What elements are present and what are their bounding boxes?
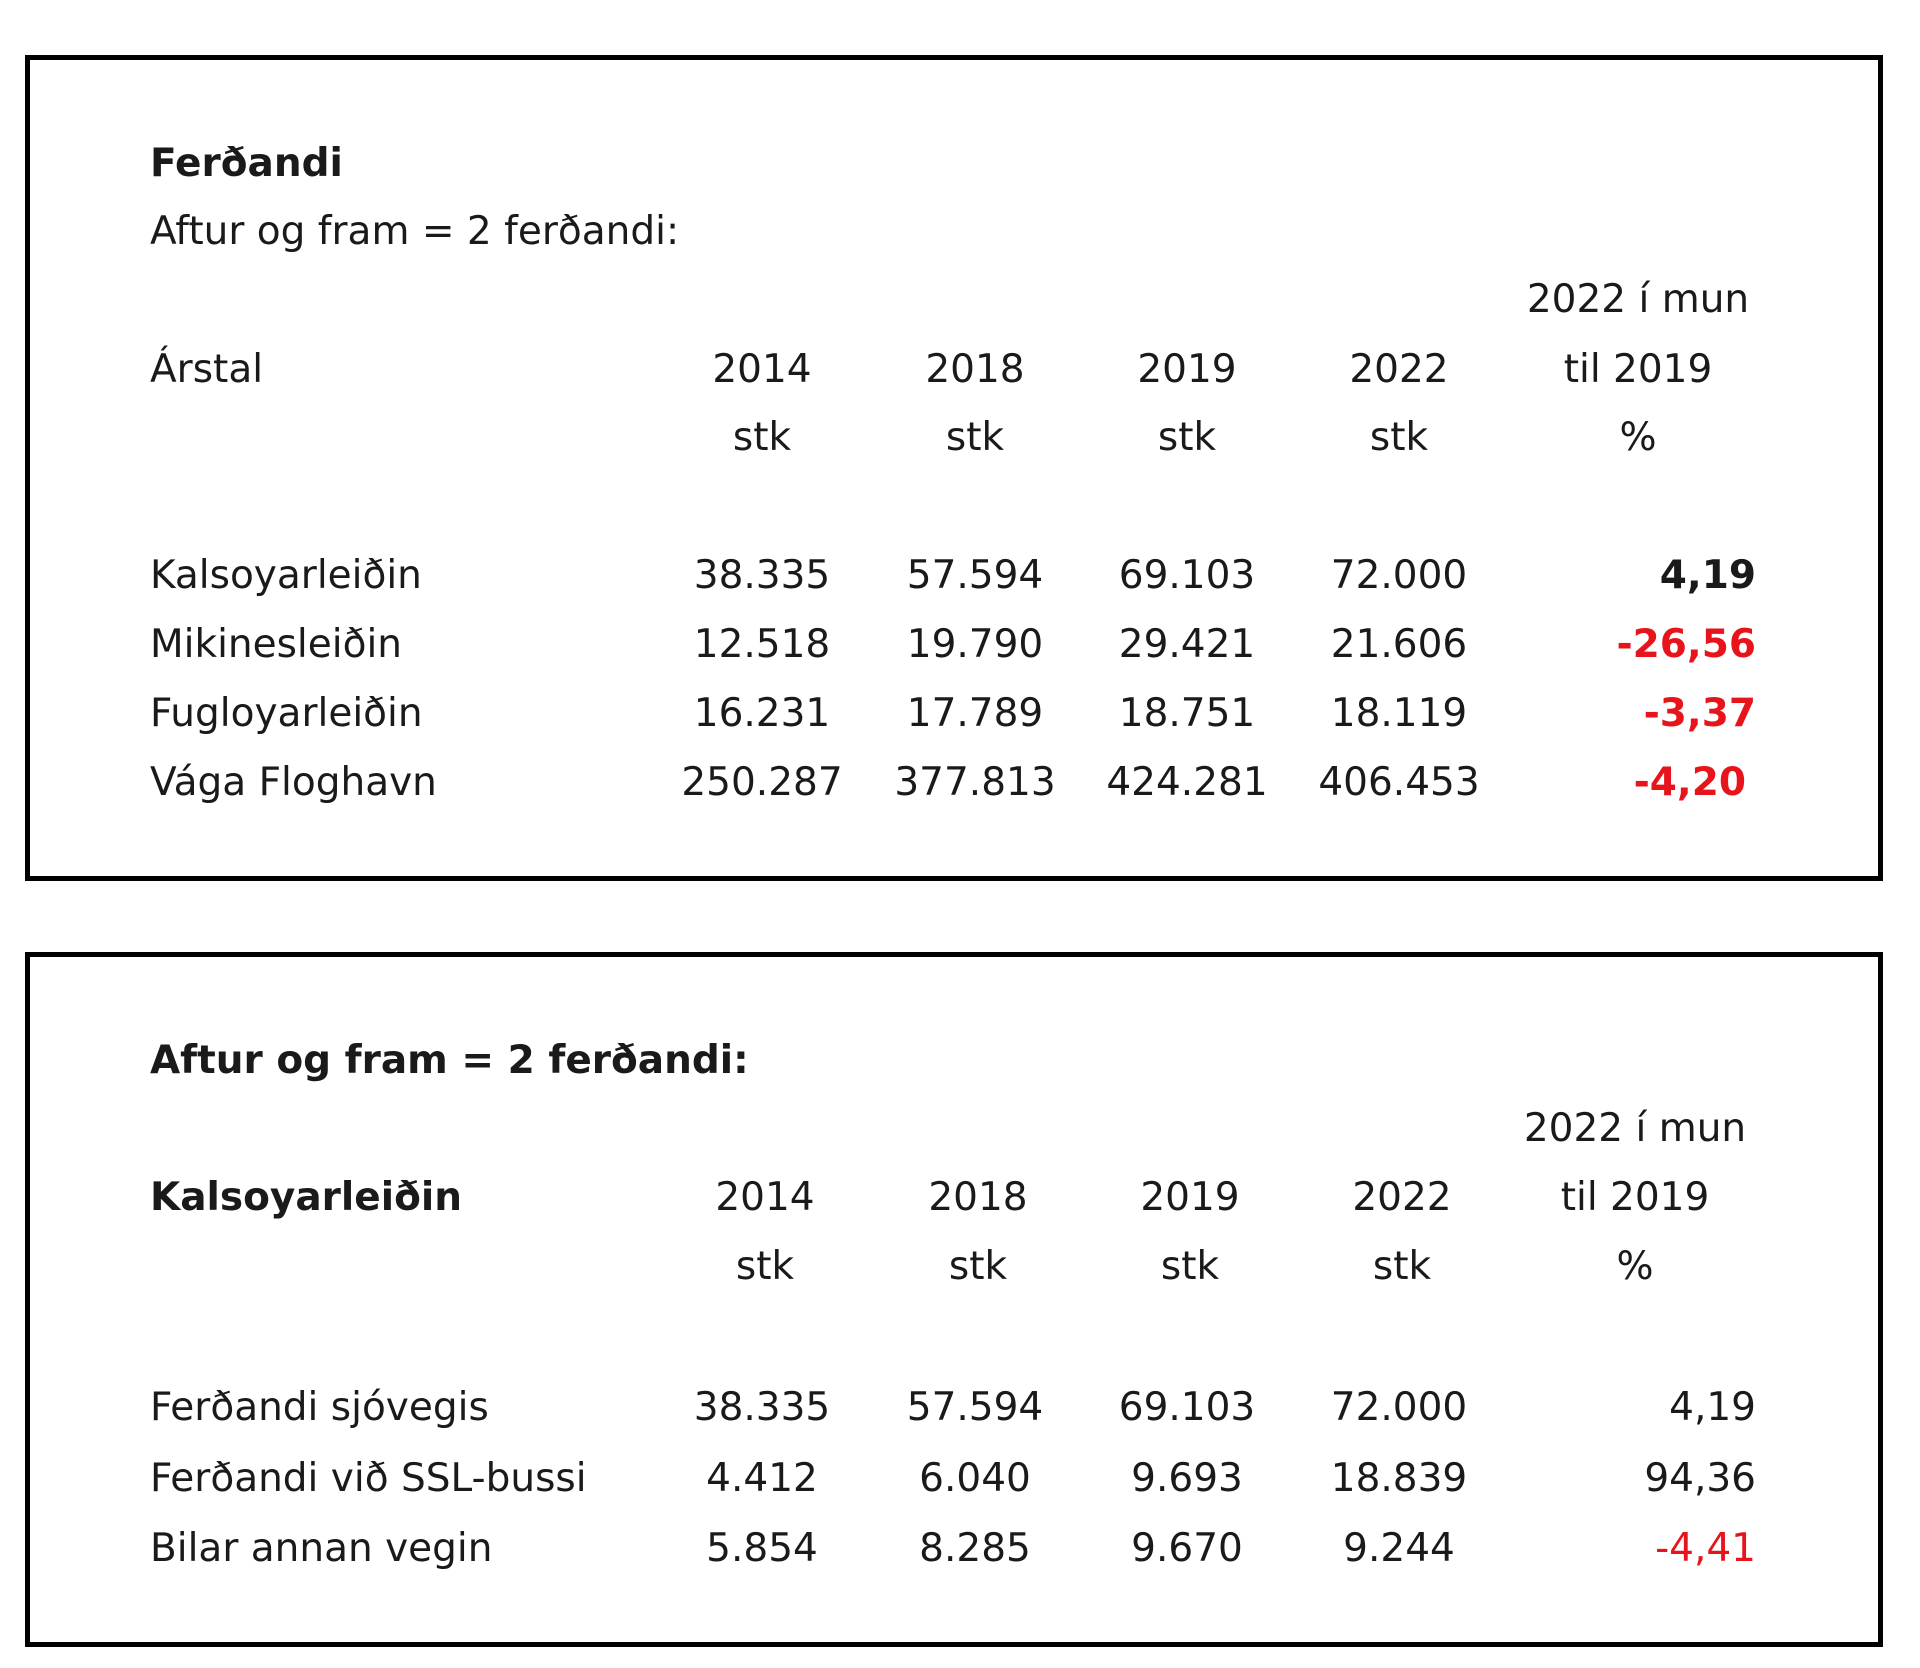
diff-header-line-2: til 2019: [1560, 1175, 1710, 1220]
cell-value: 9.244: [1343, 1526, 1455, 1571]
column-header-year: 2018: [925, 347, 1025, 392]
cell-value: 6.040: [919, 1456, 1031, 1501]
cell-value: 38.335: [693, 553, 831, 598]
row-label: Fugloyarleiðin: [150, 691, 423, 736]
diff-header-line-3: %: [1616, 1244, 1654, 1289]
cell-value: 9.670: [1131, 1526, 1243, 1571]
cell-value: 69.103: [1118, 553, 1256, 598]
cell-value: 69.103: [1118, 1385, 1256, 1430]
cell-value: 5.854: [706, 1526, 818, 1571]
cell-value: 57.594: [906, 553, 1044, 598]
cell-diff: 4,19: [1659, 553, 1756, 598]
unit-label: stk: [1372, 1244, 1432, 1289]
unit-label: stk: [948, 1244, 1008, 1289]
unit-label: stk: [735, 1244, 795, 1289]
cell-value: 57.594: [906, 1385, 1044, 1430]
cell-value: 16.231: [693, 691, 831, 736]
unit-label: stk: [1160, 1244, 1220, 1289]
cell-value: 377.813: [894, 760, 1056, 805]
row-label: Ferðandi sjóvegis: [150, 1385, 489, 1430]
row-label: Kalsoyarleiðin: [150, 553, 422, 598]
unit-label: stk: [1369, 415, 1429, 460]
cell-value: 4.412: [706, 1456, 818, 1501]
diff-header-line-1: 2022 í mun: [1523, 1106, 1747, 1151]
cell-value: 406.453: [1318, 760, 1480, 805]
cell-value: 38.335: [693, 1385, 831, 1430]
cell-diff-negative: -4,41: [1655, 1526, 1756, 1571]
column-header-year: 2018: [928, 1175, 1028, 1220]
cell-diff-negative: -4,20: [1633, 760, 1746, 805]
cell-value: 9.693: [1131, 1456, 1243, 1501]
column-header-year: 2014: [712, 347, 812, 392]
cell-diff: 4,19: [1669, 1385, 1756, 1430]
column-header-year: 2022: [1349, 347, 1449, 392]
unit-label: stk: [945, 415, 1005, 460]
cell-diff-negative: -26,56: [1616, 622, 1756, 667]
column-header-label: Kalsoyarleiðin: [150, 1175, 462, 1220]
cell-value: 72.000: [1330, 553, 1468, 598]
cell-value: 18.751: [1118, 691, 1256, 736]
unit-label: stk: [732, 415, 792, 460]
column-header-year: 2022: [1352, 1175, 1452, 1220]
table-panel-kalsoyarleidin: [25, 952, 1883, 1647]
cell-value: 424.281: [1106, 760, 1268, 805]
cell-value: 21.606: [1330, 622, 1468, 667]
cell-value: 18.839: [1330, 1456, 1468, 1501]
table-title: Ferðandi: [150, 141, 343, 186]
unit-label: stk: [1157, 415, 1217, 460]
cell-value: 29.421: [1118, 622, 1256, 667]
cell-value: 8.285: [919, 1526, 1031, 1571]
diff-header-line-3: %: [1619, 415, 1657, 460]
diff-header-line-1: 2022 í mun: [1526, 277, 1750, 322]
cell-diff-negative: -3,37: [1643, 691, 1756, 736]
table-subtitle: Aftur og fram = 2 ferðandi:: [150, 209, 680, 254]
row-label: Bilar annan vegin: [150, 1526, 493, 1571]
cell-value: 250.287: [681, 760, 843, 805]
column-header-year: 2014: [715, 1175, 815, 1220]
cell-value: 72.000: [1330, 1385, 1468, 1430]
cell-value: 18.119: [1330, 691, 1468, 736]
table-panel-ferdandi: [25, 55, 1883, 881]
row-label: Mikinesleiðin: [150, 622, 403, 667]
row-label: Ferðandi við SSL-bussi: [150, 1456, 587, 1501]
column-header-year: 2019: [1140, 1175, 1240, 1220]
column-header-label: Árstal: [150, 347, 264, 392]
cell-value: 17.789: [906, 691, 1044, 736]
cell-diff: 94,36: [1644, 1456, 1756, 1501]
cell-value: 19.790: [906, 622, 1044, 667]
diff-header-line-2: til 2019: [1563, 347, 1713, 392]
column-header-year: 2019: [1137, 347, 1237, 392]
cell-value: 12.518: [693, 622, 831, 667]
row-label: Vága Floghavn: [150, 760, 437, 805]
table-title: Aftur og fram = 2 ferðandi:: [150, 1038, 749, 1083]
